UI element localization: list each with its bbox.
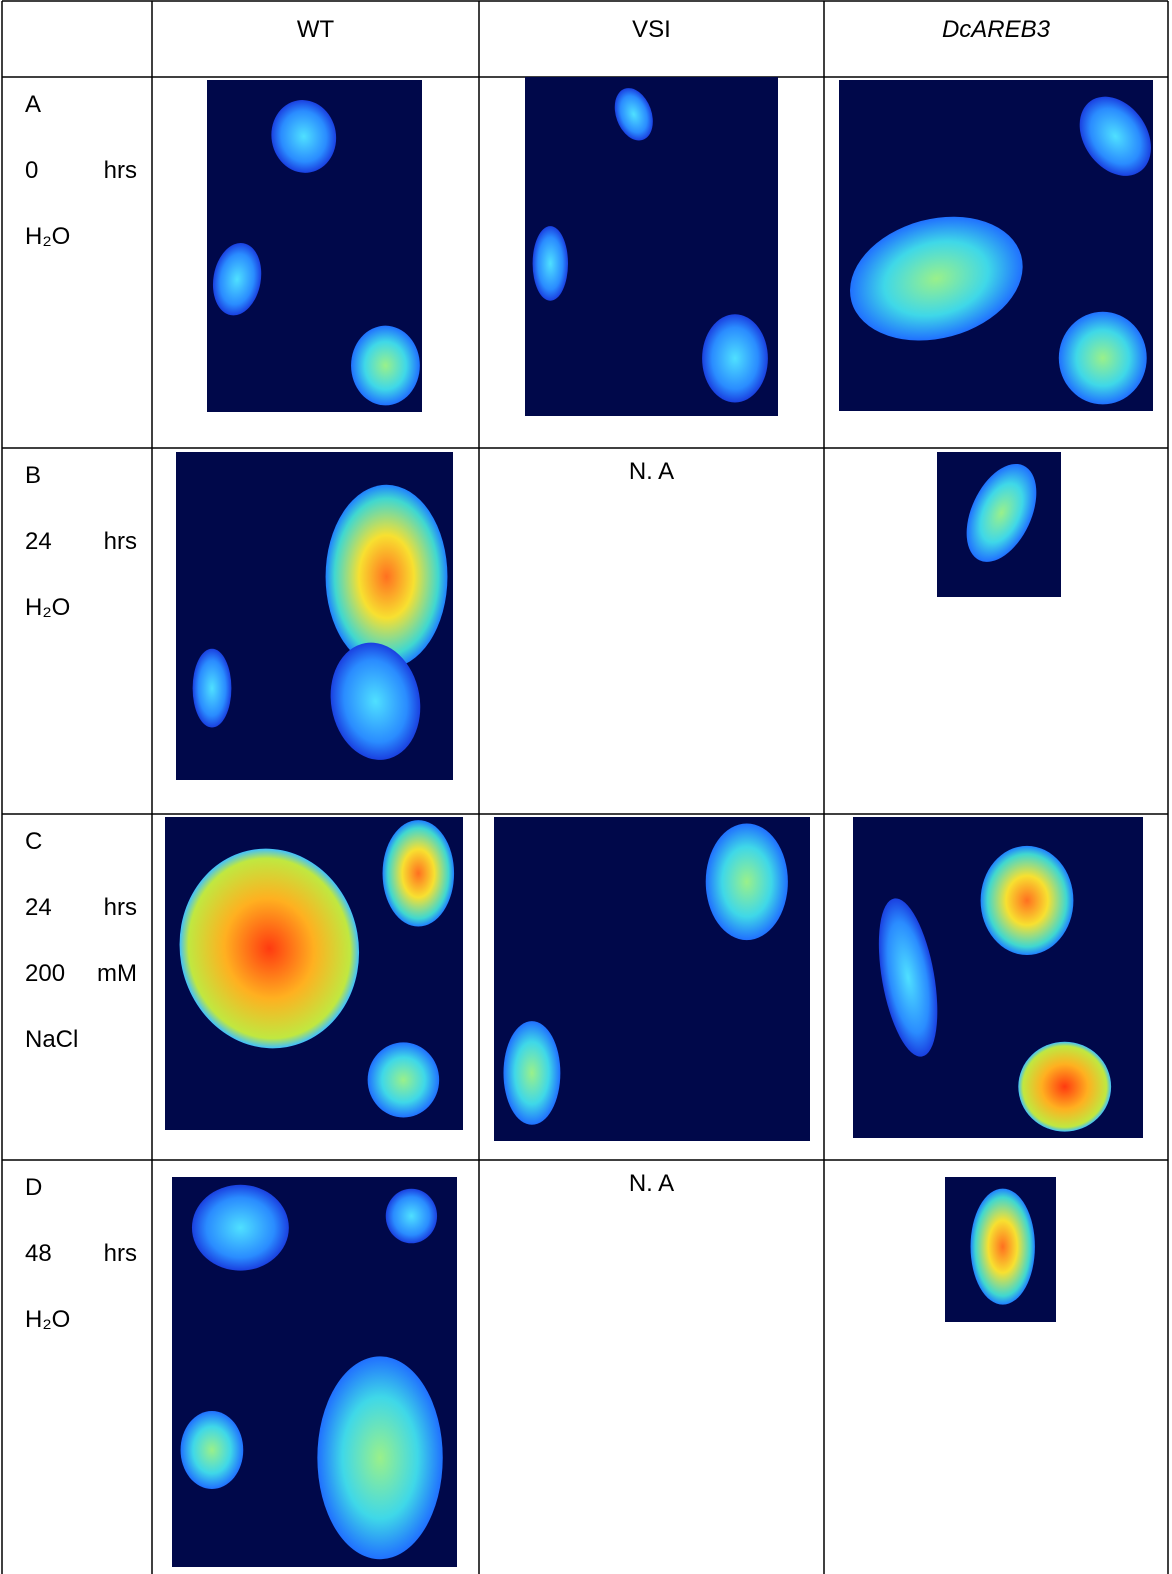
leaf xyxy=(317,1356,443,1560)
leaf-image xyxy=(207,80,422,412)
not-available: N. A xyxy=(628,1170,675,1197)
leaf xyxy=(970,1188,1035,1305)
row-label-line: 24 hrs xyxy=(25,894,137,921)
leaf xyxy=(382,820,455,927)
row-label-line: 48 hrs xyxy=(25,1240,137,1267)
leaf-image xyxy=(525,77,778,416)
leaf xyxy=(966,463,1037,562)
leaf-image xyxy=(165,817,463,1130)
leaf xyxy=(180,1411,244,1489)
column-header: WT xyxy=(296,16,335,43)
leaf xyxy=(850,216,1023,341)
leaf xyxy=(191,1184,289,1271)
row-label-line: 0 hrs xyxy=(25,157,137,184)
leaf xyxy=(503,1021,561,1125)
row-label-line: H₂O xyxy=(25,1306,71,1333)
leaf xyxy=(330,642,421,760)
leaf xyxy=(532,226,569,301)
leaf xyxy=(367,1042,440,1118)
leaf xyxy=(980,845,1074,956)
leaf-image xyxy=(172,1177,457,1567)
row-label-line: B xyxy=(25,462,42,489)
row-label-line: 24 hrs xyxy=(25,528,137,555)
row-label-line: H₂O xyxy=(25,223,71,250)
leaf xyxy=(1058,311,1147,405)
row-label-line: D xyxy=(25,1174,43,1201)
row-label-line: A xyxy=(25,91,42,118)
leaf xyxy=(212,243,262,316)
row-label-line: 200 mM xyxy=(25,960,137,987)
leaf xyxy=(271,100,337,173)
not-available: N. A xyxy=(628,458,675,485)
row-label-line: C xyxy=(25,828,43,855)
column-header: VSI xyxy=(632,16,671,43)
leaf-image xyxy=(176,452,453,780)
leaf xyxy=(351,325,420,406)
leaf xyxy=(325,484,448,669)
leaf xyxy=(614,88,653,141)
leaf xyxy=(192,648,232,728)
leaf-image xyxy=(839,80,1153,411)
row-label-line: H₂O xyxy=(25,594,71,621)
leaf-image xyxy=(494,817,810,1141)
leaf xyxy=(1018,1041,1112,1132)
leaf-image xyxy=(937,452,1061,597)
leaf xyxy=(179,848,360,1049)
leaf-image xyxy=(853,817,1143,1138)
leaf xyxy=(878,898,938,1057)
leaf xyxy=(1079,96,1151,176)
leaf xyxy=(705,823,788,941)
row-label-line: NaCl xyxy=(25,1026,79,1053)
leaf xyxy=(385,1188,438,1244)
column-header: DcAREB3 xyxy=(941,16,1051,43)
leaf xyxy=(702,314,768,403)
leaf-image xyxy=(945,1177,1056,1322)
